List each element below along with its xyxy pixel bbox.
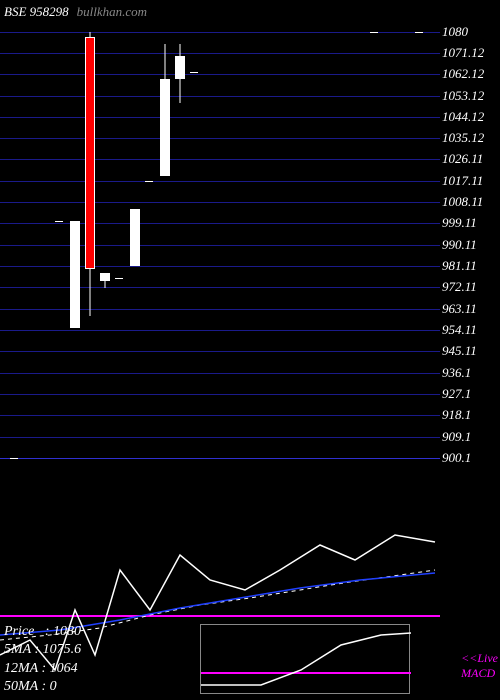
y-axis-label: 954.11 — [442, 322, 498, 338]
gridline — [0, 394, 440, 395]
gridline — [0, 437, 440, 438]
live-label-line2: MACD — [461, 666, 498, 680]
y-axis-label: 1044.12 — [442, 109, 498, 125]
y-axis-label: 1071.12 — [442, 45, 498, 61]
gridline — [0, 96, 440, 97]
y-axis-label: 981.11 — [442, 258, 498, 274]
ma12-row: 12MA : 1064 — [4, 660, 81, 678]
chart-header: BSE 958298 bullkhan.com — [4, 4, 147, 20]
y-axis-label: 1017.11 — [442, 173, 498, 189]
y-axis-label: 1008.11 — [442, 194, 498, 210]
gridline — [0, 202, 440, 203]
ma5-value: 1075.6 — [43, 642, 82, 657]
y-axis-label: 900.1 — [442, 450, 498, 466]
gridline — [0, 266, 440, 267]
candlestick-chart: 1080 1071.12 1062.12 1053.12 1044.12 1035.12 1… — [0, 20, 500, 470]
site-name: bullkhan.com — [77, 4, 147, 20]
live-label-line1: <<Live — [461, 651, 498, 665]
ma12-value: 1064 — [50, 661, 78, 676]
y-axis-label: 909.1 — [442, 429, 498, 445]
gridline — [0, 181, 440, 182]
ma5-row: 5MA : 1075.6 — [4, 641, 81, 659]
y-axis-label: 936.1 — [442, 365, 498, 381]
y-axis-label: 1062.12 — [442, 66, 498, 82]
live-macd-label: <<Live MACD — [461, 651, 498, 680]
y-axis-label: 1080 — [442, 24, 498, 40]
ma50-value: 0 — [50, 679, 57, 694]
y-axis-label: 999.11 — [442, 215, 498, 231]
ma50-row: 50MA : 0 — [4, 678, 81, 696]
indicator-panel: Price : 1080 5MA : 1075.6 12MA : 1064 50… — [0, 480, 500, 700]
tick-mark — [55, 221, 63, 222]
y-axis-label: 972.11 — [442, 279, 498, 295]
gridline — [0, 53, 440, 54]
tick-mark — [145, 181, 153, 182]
ma12-label: 12MA — [4, 661, 38, 676]
gridline — [0, 245, 440, 246]
gridline — [0, 458, 440, 459]
price-value: 1080 — [53, 624, 81, 639]
y-axis-label: 1026.11 — [442, 151, 498, 167]
ma5-label: 5MA — [4, 642, 31, 657]
price-info-box: Price : 1080 5MA : 1075.6 12MA : 1064 50… — [4, 623, 81, 696]
ma50-label: 50MA — [4, 679, 38, 694]
macd-inset — [200, 624, 410, 694]
gridline — [0, 117, 440, 118]
tick-mark — [115, 278, 123, 279]
y-axis-label: 945.11 — [442, 343, 498, 359]
gridline — [0, 351, 440, 352]
gridline — [0, 159, 440, 160]
gridline — [0, 373, 440, 374]
y-axis-label: 990.11 — [442, 237, 498, 253]
y-axis-label: 1035.12 — [442, 130, 498, 146]
gridline — [0, 330, 440, 331]
tick-mark — [370, 32, 378, 33]
y-axis-label: 963.11 — [442, 301, 498, 317]
gridline — [0, 74, 440, 75]
gridline — [0, 223, 440, 224]
gridline — [0, 287, 440, 288]
tick-mark — [10, 458, 18, 459]
gridline — [0, 138, 440, 139]
y-axis-label: 1053.12 — [442, 88, 498, 104]
price-row: Price : 1080 — [4, 623, 81, 641]
gridline — [0, 309, 440, 310]
macd-inset-line — [201, 625, 411, 695]
y-axis-label: 918.1 — [442, 407, 498, 423]
gridline — [0, 415, 440, 416]
y-axis-label: 927.1 — [442, 386, 498, 402]
tick-mark — [415, 32, 423, 33]
tick-mark — [190, 72, 198, 73]
price-label: Price — [4, 624, 34, 639]
ticker-symbol: BSE 958298 — [4, 4, 69, 20]
